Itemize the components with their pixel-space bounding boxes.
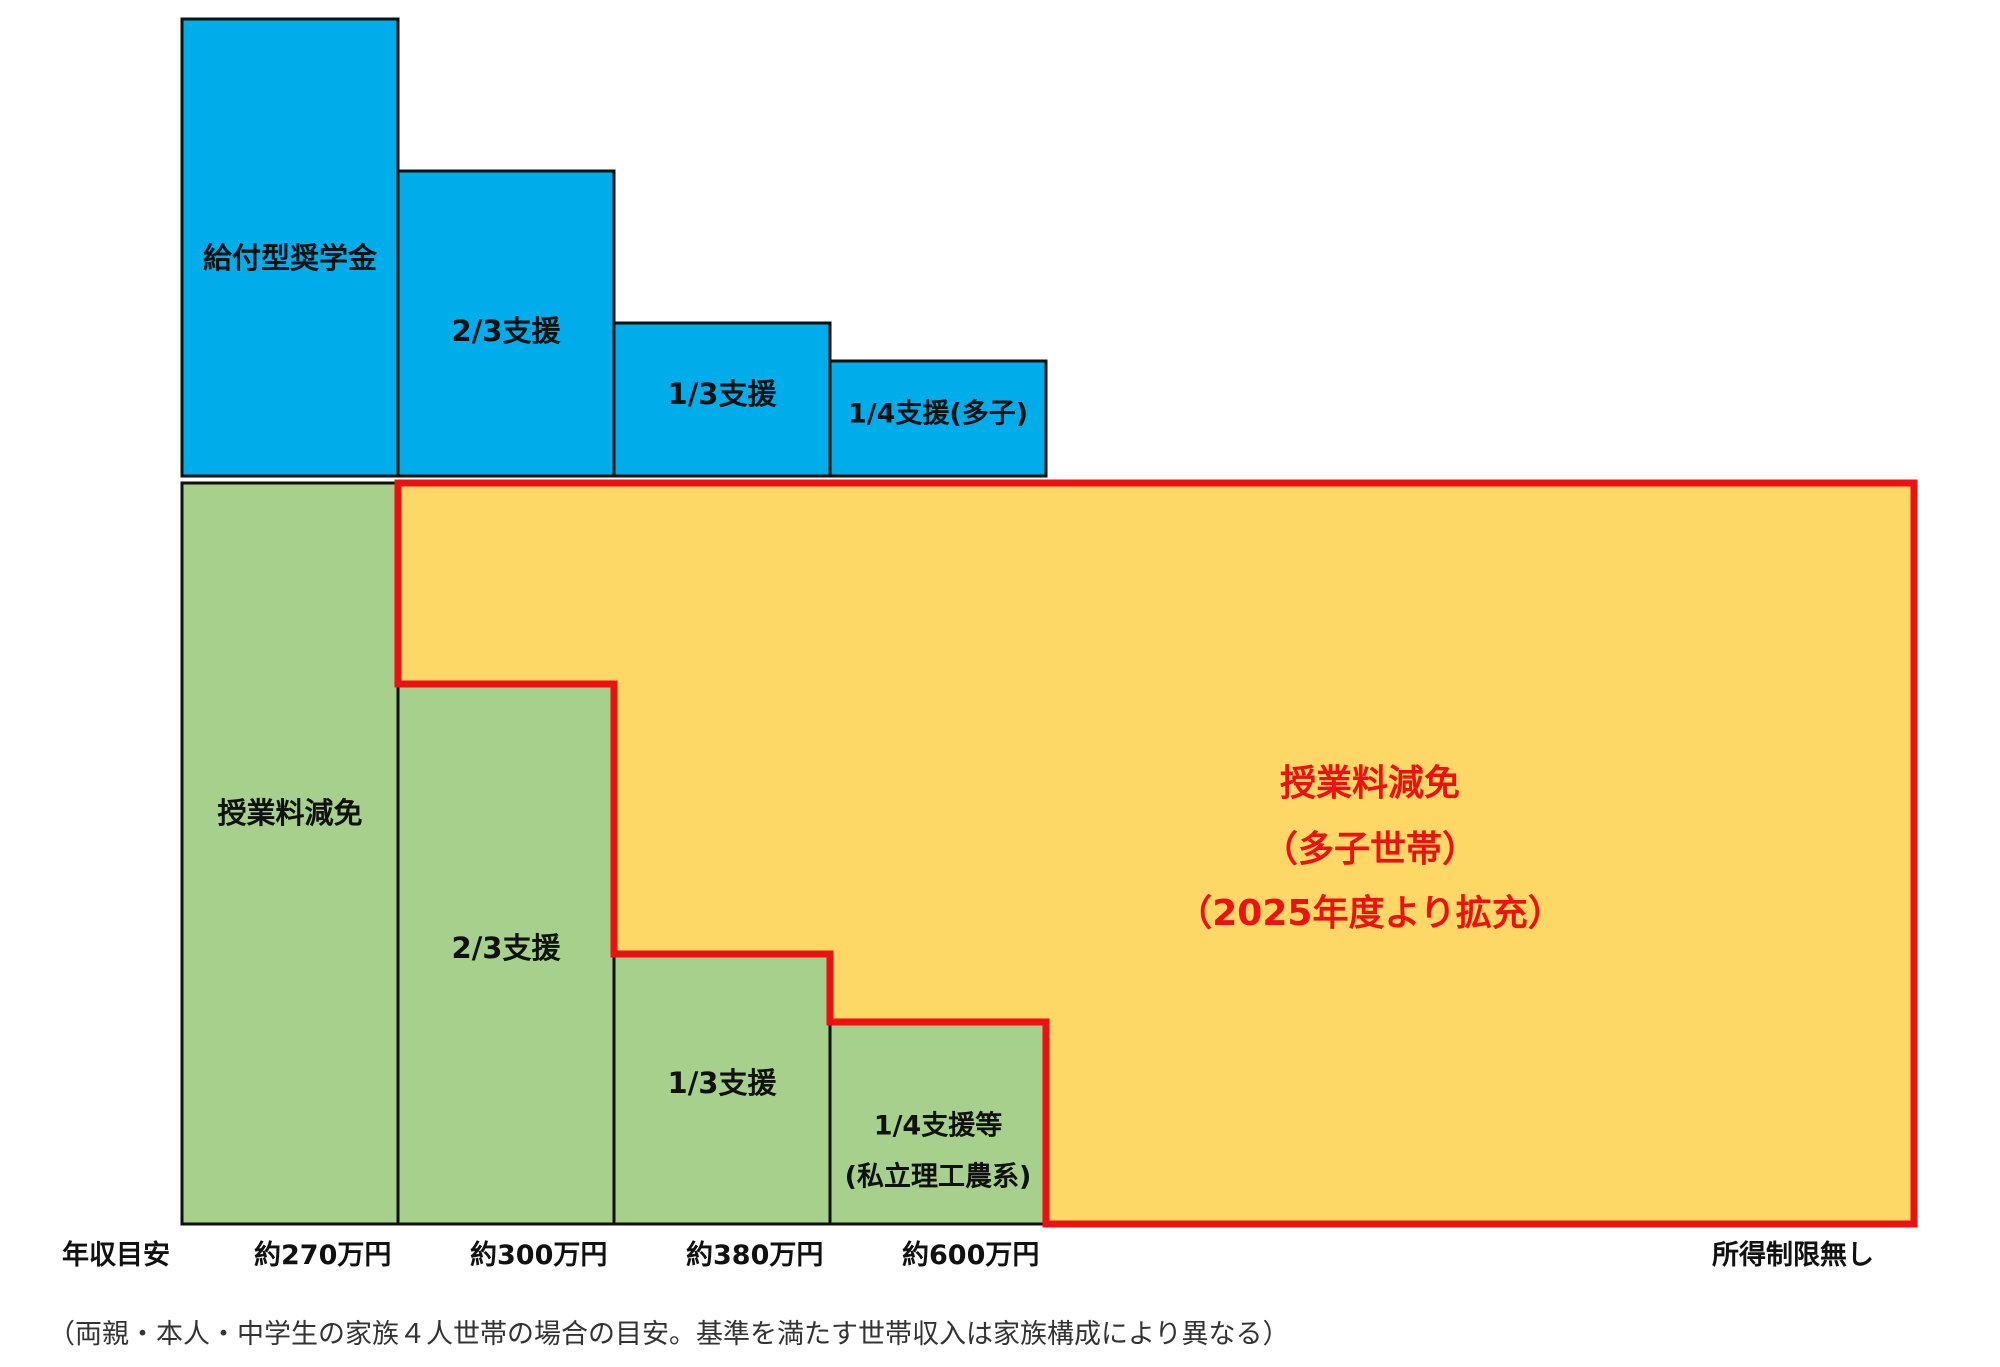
scholarship-tier-one-third-label: 1/3支援 [668,377,778,411]
scholarship-tier-one-quarter-label: 1/4支援(多子) [848,399,1028,430]
expansion-label-line3: （2025年度より拡充） [1176,893,1563,934]
expansion-label-line2: （多子世帯） [1262,829,1478,870]
tuition-tier-one-quarter [828,1020,1048,1226]
tuition-tier-one-third-label: 1/3支援 [668,1066,778,1100]
tuition-expansion-border [394,479,1918,1228]
income-threshold-380: 約380万円 [686,1240,824,1271]
income-threshold-no-limit: 所得制限無し [1712,1240,1874,1271]
income-threshold-600: 約600万円 [902,1240,1040,1271]
support-tier-chart: 給付型奨学金 2/3支援 1/3支援 1/4支援(多子) 授業料減免 2/3支援… [180,17,1918,1228]
tuition-expansion-region [398,483,1914,1224]
scholarship-tier-two-thirds-label: 2/3支援 [452,314,562,348]
tuition-tier-full-label: 授業料減免 [217,796,362,830]
income-axis-title: 年収目安 [62,1240,170,1271]
tuition-tier-two-thirds-label: 2/3支援 [452,931,562,965]
scholarship-tier-two-thirds [396,169,616,478]
scholarship-tier-one-third [612,321,832,478]
footnote: （両親・本人・中学生の家族４人世帯の場合の目安。基準を満たす世帯収入は家族構成に… [48,1319,1290,1350]
tuition-tier-two-thirds [396,682,616,1226]
tuition-tier-one-quarter-label-line2: (私立理工農系) [845,1161,1032,1193]
scholarship-tier-one-quarter [828,359,1048,478]
scholarship-tier-full-label: 給付型奨学金 [203,241,378,275]
income-threshold-270: 約270万円 [254,1240,392,1271]
tuition-tier-full [180,481,400,1226]
tuition-tier-one-quarter-label-line1: 1/4支援等 [874,1110,1002,1142]
expansion-label-line1: 授業料減免 [1280,763,1460,804]
tuition-tier-one-third [612,952,832,1226]
scholarship-tier-full [180,17,400,478]
income-threshold-300: 約300万円 [470,1240,608,1271]
